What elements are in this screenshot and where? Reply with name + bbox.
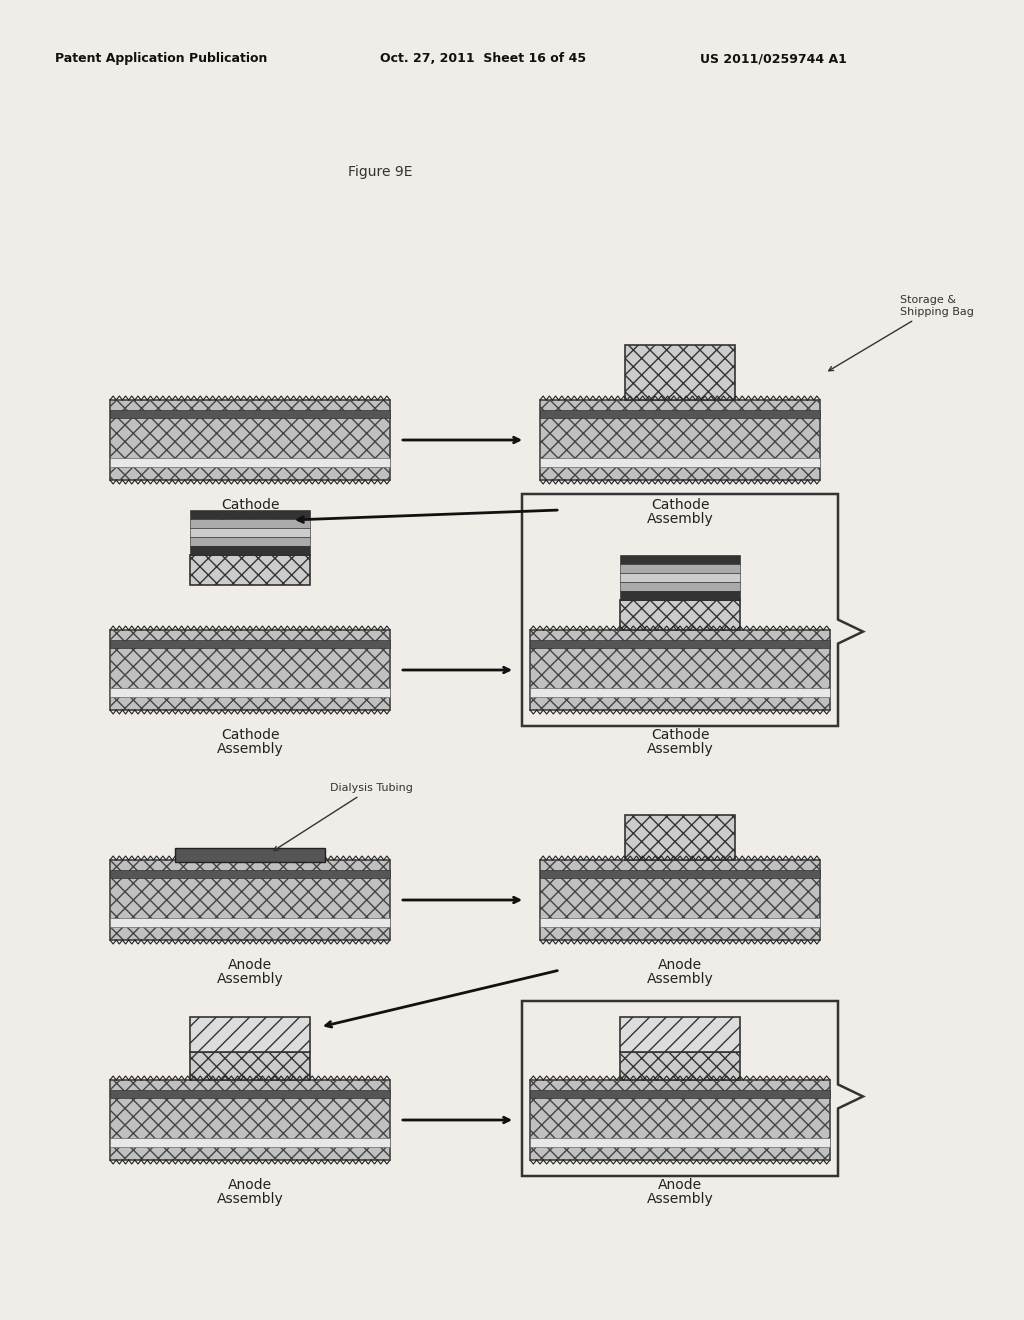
- Text: Assembly: Assembly: [646, 512, 714, 525]
- Text: Assembly: Assembly: [646, 1192, 714, 1206]
- Bar: [190, 546, 310, 554]
- Bar: [540, 409, 820, 417]
- Text: Assembly: Assembly: [646, 972, 714, 986]
- Bar: [540, 861, 820, 940]
- Text: Cathode: Cathode: [650, 729, 710, 742]
- Bar: [540, 917, 820, 927]
- Text: Assembly: Assembly: [217, 1192, 284, 1206]
- Bar: [620, 573, 740, 582]
- Bar: [625, 345, 735, 400]
- Bar: [110, 917, 390, 927]
- Bar: [110, 1138, 390, 1147]
- Bar: [110, 630, 390, 710]
- Bar: [190, 528, 310, 537]
- Bar: [530, 1080, 830, 1160]
- Bar: [530, 688, 830, 697]
- Bar: [190, 554, 310, 585]
- Bar: [110, 1080, 390, 1160]
- Bar: [110, 458, 390, 467]
- Text: Figure 9E: Figure 9E: [348, 165, 413, 180]
- Text: Cathode: Cathode: [221, 498, 280, 512]
- Bar: [540, 400, 820, 480]
- Bar: [620, 582, 740, 591]
- Bar: [110, 861, 390, 940]
- Bar: [540, 870, 820, 878]
- Text: Storage &
Shipping Bag: Storage & Shipping Bag: [828, 296, 974, 371]
- Bar: [530, 1089, 830, 1098]
- Text: Assembly: Assembly: [217, 512, 284, 525]
- Bar: [620, 1052, 740, 1080]
- Bar: [175, 847, 325, 862]
- Bar: [620, 564, 740, 573]
- Text: Anode: Anode: [658, 958, 702, 972]
- Text: Anode: Anode: [658, 1177, 702, 1192]
- Text: Anode: Anode: [228, 1177, 272, 1192]
- Text: Anode: Anode: [228, 958, 272, 972]
- Bar: [620, 554, 740, 564]
- Bar: [625, 814, 735, 861]
- Bar: [620, 591, 740, 601]
- Bar: [530, 1138, 830, 1147]
- Text: Assembly: Assembly: [217, 972, 284, 986]
- Bar: [190, 1052, 310, 1080]
- Bar: [190, 519, 310, 528]
- Bar: [110, 870, 390, 878]
- Bar: [620, 601, 740, 630]
- Bar: [110, 409, 390, 417]
- Text: Oct. 27, 2011  Sheet 16 of 45: Oct. 27, 2011 Sheet 16 of 45: [380, 51, 586, 65]
- Text: Dialysis Tubing: Dialysis Tubing: [273, 783, 413, 850]
- Bar: [620, 1016, 740, 1052]
- Bar: [110, 400, 390, 480]
- Bar: [540, 458, 820, 467]
- Bar: [110, 640, 390, 648]
- Text: Cathode: Cathode: [221, 729, 280, 742]
- Bar: [190, 510, 310, 519]
- Bar: [110, 688, 390, 697]
- Text: Assembly: Assembly: [217, 742, 284, 756]
- Bar: [110, 1089, 390, 1098]
- Bar: [530, 630, 830, 710]
- Text: Assembly: Assembly: [646, 742, 714, 756]
- Text: US 2011/0259744 A1: US 2011/0259744 A1: [700, 51, 847, 65]
- Text: Cathode: Cathode: [650, 498, 710, 512]
- Bar: [530, 640, 830, 648]
- Text: Patent Application Publication: Patent Application Publication: [55, 51, 267, 65]
- Bar: [190, 1016, 310, 1052]
- Bar: [190, 537, 310, 546]
